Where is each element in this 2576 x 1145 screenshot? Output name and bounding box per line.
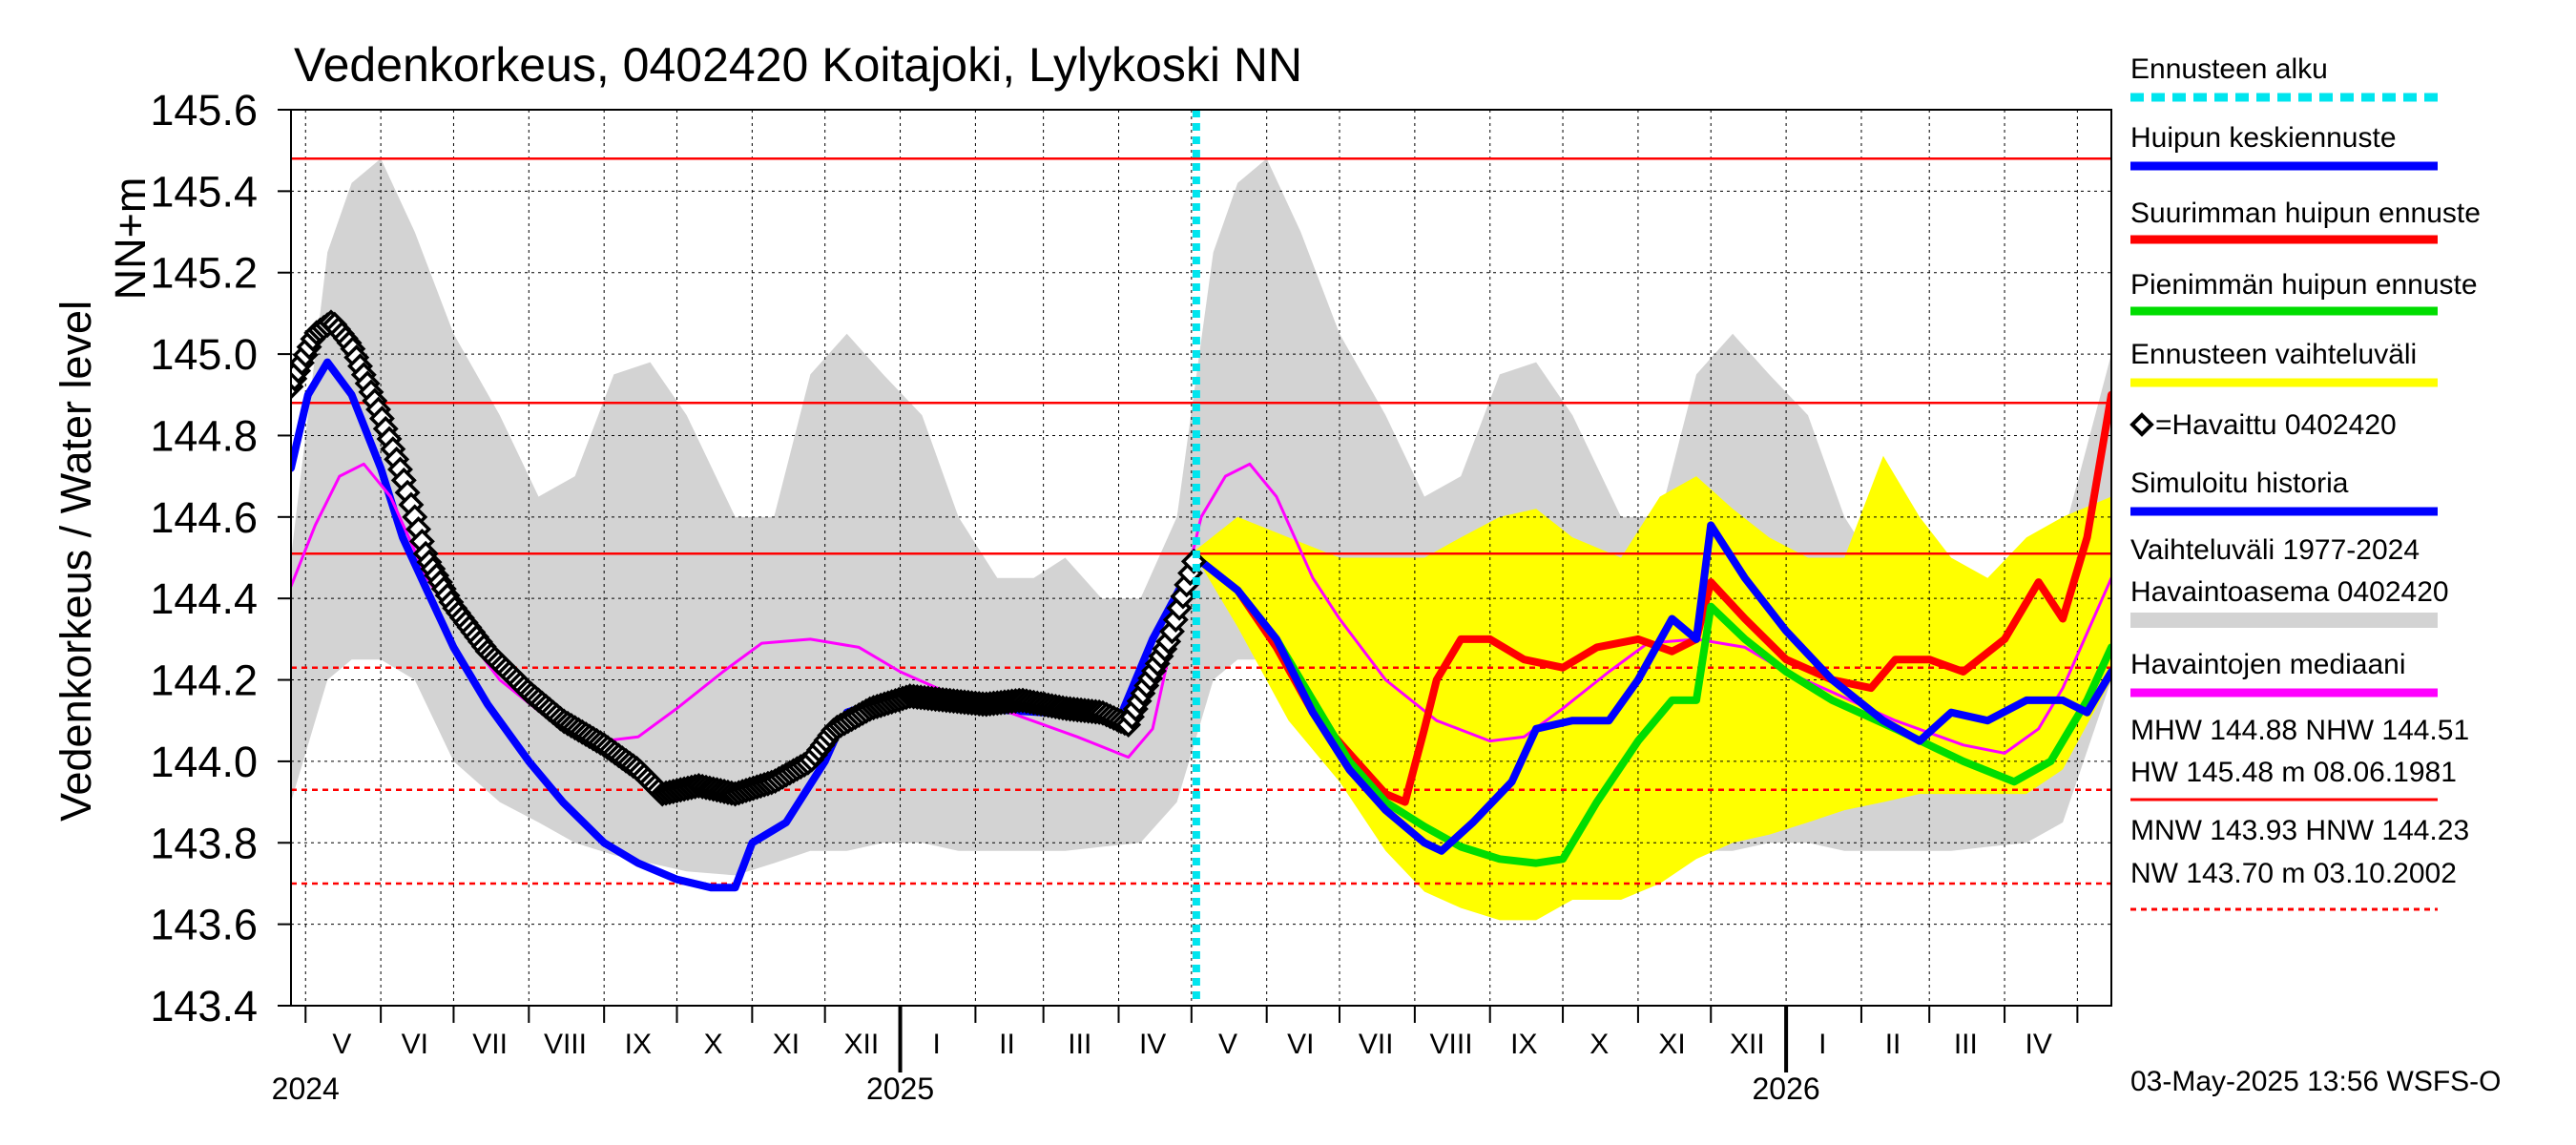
chart-title: Vedenkorkeus, 0402420 Koitajoki, Lylykos… — [294, 38, 1302, 92]
stats-line: HW 145.48 m 08.06.1981 — [2130, 757, 2457, 788]
legend-label: Havaintojen mediaani — [2130, 649, 2406, 680]
month-label: III — [1954, 1029, 1978, 1060]
stats-line: NW 143.70 m 03.10.2002 — [2130, 858, 2457, 889]
observed-markers-layer — [291, 309, 1207, 807]
series-pienimm-n-huipun-ennuste — [1192, 553, 2111, 867]
month-label: XI — [773, 1029, 800, 1060]
legend-label: Ennusteen vaihteluväli — [2130, 339, 2417, 370]
plot-frame — [290, 109, 2112, 1007]
legend-diamond-icon — [2129, 412, 2154, 437]
legend-label: Pienimmän huipun ennuste — [2130, 269, 2478, 301]
month-label: IV — [2025, 1029, 2052, 1060]
month-label: VIII — [1430, 1029, 1473, 1060]
month-label: VI — [402, 1029, 428, 1060]
stats-line: MHW 144.88 NHW 144.51 — [2130, 715, 2469, 746]
y-tick-label: 144.0 — [150, 738, 258, 786]
y-tick-label: 145.0 — [150, 330, 258, 379]
month-label: II — [999, 1029, 1015, 1060]
y-tick-label: 144.4 — [150, 574, 258, 623]
y-tick-label: 143.8 — [150, 819, 258, 867]
month-label: VIII — [544, 1029, 587, 1060]
forecast-range-band — [1195, 455, 2111, 921]
legend-label: =Havaittu 0402420 — [2155, 409, 2397, 441]
month-label: IV — [1139, 1029, 1166, 1060]
month-label: I — [933, 1029, 941, 1060]
legend-label: Ennusteen alku — [2130, 53, 2328, 85]
month-label: XII — [1730, 1029, 1765, 1060]
month-label: IX — [1510, 1029, 1537, 1060]
y-tick-label: 144.8 — [150, 411, 258, 460]
y-axis-label: Vedenkorkeus / Water level — [52, 301, 100, 822]
month-label: X — [704, 1029, 723, 1060]
observed-point — [1180, 548, 1207, 574]
legend-label: Vaihteluväli 1977-2024 — [2130, 534, 2420, 566]
reference-lines-layer — [291, 156, 2111, 885]
year-label: 2024 — [272, 1072, 340, 1106]
month-label: VII — [1359, 1029, 1394, 1060]
y-tick-label: 144.6 — [150, 493, 258, 542]
month-label: VI — [1287, 1029, 1314, 1060]
legend-label: Huipun keskiennuste — [2130, 122, 2397, 154]
month-label: XII — [843, 1029, 879, 1060]
x-axis: V VI VII VIII IX X XI XII I II III IV V VI VII VIII IX X X… — [272, 1006, 2079, 1106]
legend-label: Havaintoasema 0402420 — [2130, 576, 2449, 608]
y-tick-label: 143.6 — [150, 901, 258, 949]
y-tick-label: 145.4 — [150, 167, 258, 216]
statistics-block: MHW 144.88 NHW 144.51 HW 145.48 m 08.06.1… — [2130, 715, 2469, 911]
month-label: II — [1885, 1029, 1901, 1060]
year-label: 2026 — [1753, 1072, 1820, 1106]
timestamp-label: 03-May-2025 13:56 WSFS-O — [2130, 1066, 2502, 1097]
y-tick-label: 143.4 — [150, 982, 258, 1030]
legend: Ennusteen alku Huipun keskiennuste Suurimm… — [2129, 53, 2481, 697]
legend-label: Simuloitu historia — [2130, 468, 2349, 499]
month-label: VII — [472, 1029, 508, 1060]
y-tick-label: 145.2 — [150, 249, 258, 298]
legend-label: Suurimman huipun ennuste — [2130, 198, 2481, 229]
month-label: IX — [625, 1029, 652, 1060]
y-tick-label: 144.2 — [150, 656, 258, 705]
month-label: X — [1589, 1029, 1609, 1060]
y-tick-label: 145.6 — [150, 86, 258, 135]
year-label: 2025 — [866, 1072, 934, 1106]
month-label: III — [1068, 1029, 1091, 1060]
month-label: XI — [1658, 1029, 1685, 1060]
series-huipun-keskiennuste — [1192, 521, 2111, 855]
stats-line: MNW 143.93 HNW 144.23 — [2130, 815, 2469, 846]
month-label: V — [1218, 1029, 1237, 1060]
month-label: V — [332, 1029, 351, 1060]
y-axis: 143.4 143.6 143.8 144.0 144.2 144.4 144.6 144.8… — [150, 86, 291, 1030]
y-axis-unit-label: NN+m — [106, 177, 155, 301]
month-label: I — [1818, 1029, 1826, 1060]
